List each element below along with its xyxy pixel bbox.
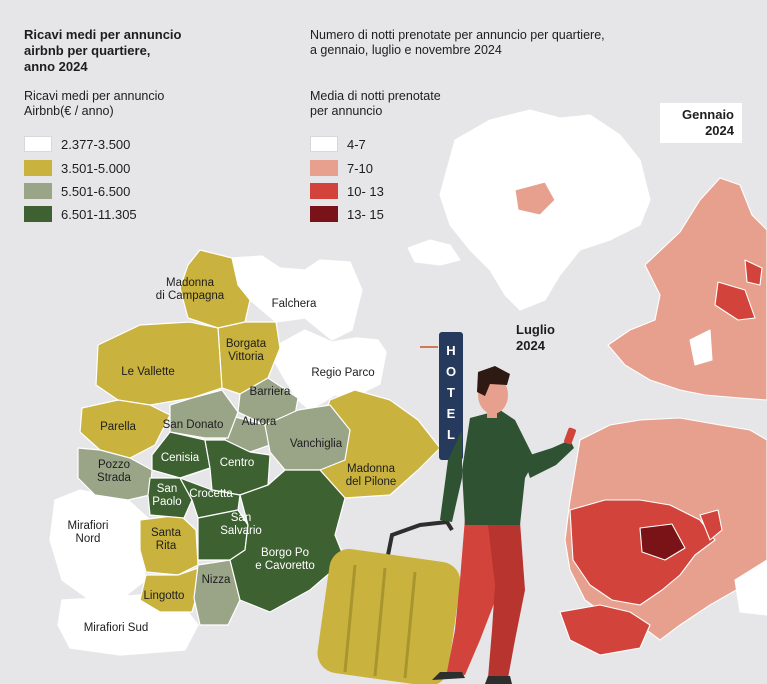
legend-swatch [310,206,338,222]
district-label: Barriera [249,386,291,398]
left-legend-item: 6.501-11.305 [24,205,137,223]
district-label: Lingotto [143,590,185,602]
person-torso [462,410,535,525]
nights-maps [407,109,767,656]
district-label: Le Vallette [121,366,175,378]
legend-swatch [310,136,338,152]
legend-swatch [24,206,52,222]
legend-swatch [24,160,52,176]
map-top-highlight [514,181,556,216]
legend-swatch [310,183,338,199]
district-parella [79,399,171,459]
legend-label: 6.501-11.305 [61,206,137,222]
legend-label: 4-7 [347,136,366,152]
district-label: Parella [100,421,136,433]
map-outline-top-left [407,239,461,266]
district-label: Centro [219,457,255,469]
district-borgo-po [229,469,346,613]
legend-label: 13- 15 [347,206,384,222]
map-label-luglio: Luglio 2024 [516,322,555,353]
district-label: San Salvario [220,512,262,537]
right-legend-item: 10- 13 [310,182,384,200]
phone [564,427,576,445]
map-luglio-white [734,559,767,616]
district-label: Mirafiori Sud [83,622,149,634]
person-hair [477,366,510,396]
legend-label: 3.501-5.000 [61,160,131,176]
district-label: Pozzo Strada [97,459,131,484]
legend-label: 2.377-3.500 [61,136,131,152]
suitcase-handle [383,519,454,571]
left-legend-item: 5.501-6.500 [24,182,130,200]
district-le-vallette [95,321,223,406]
district-label: San Donato [162,419,224,431]
left-panel-title: Ricavi medi per annuncio airbnb per quar… [24,27,182,74]
map-luglio-darkred [639,523,686,561]
map-luglio-red-2 [699,509,723,541]
map-gennaio [607,177,767,401]
right-legend-title: Media di notti prenotate per annuncio [310,89,441,118]
district-label: Borgata Vittoria [225,338,267,363]
district-label: Madonna di Campagna [155,277,225,302]
district-label: Madonna del Pilone [345,463,397,488]
right-panel-title: Numero di notti prenotate per annuncio p… [310,28,605,57]
left-legend-item: 3.501-5.000 [24,159,130,177]
district-label: Vanchiglia [289,438,343,450]
district-falchera [231,255,363,341]
left-legend-title: Ricavi medi per annuncio Airbnb(€ / anno… [24,89,165,118]
district-label: Aurora [241,416,277,428]
person-arm-left [440,430,462,522]
district-label: Santa Rita [150,527,182,552]
district-label: Regio Parco [311,367,375,379]
district-label: Crocetta [189,488,233,500]
legend-label: 5.501-6.500 [61,183,131,199]
map-gennaio-red [714,281,756,321]
person-right-leg [488,522,525,678]
map-gennaio-red-2 [744,259,763,286]
legend-label: 10- 13 [347,183,384,199]
right-legend-item: 7-10 [310,159,373,177]
legend-label: 7-10 [347,160,374,176]
left-legend-item: 2.377-3.500 [24,135,130,153]
district-label: Nizza [201,574,231,586]
hotel-sign [439,332,463,460]
district-label: Borgo Po e Cavoretto [255,547,315,572]
person-arm-right [515,430,574,478]
map-luglio-south [559,604,651,656]
right-legend-item: 4-7 [310,135,366,153]
district-vanchiglia [264,404,351,471]
district-label: Cenisia [160,452,200,464]
map-label-gennaio: Gennaio 2024 [660,103,742,143]
map-gennaio-white [689,329,713,366]
district-label: Falchera [271,298,317,310]
district-label: San Paolo [152,483,182,508]
district-lingotto [139,567,199,613]
legend-swatch [310,160,338,176]
suitcase [317,549,461,684]
legend-swatch [24,183,52,199]
district-label: Mirafiori Nord [67,520,109,545]
legend-swatch [24,136,52,152]
right-legend-item: 13- 15 [310,205,384,223]
revenue-map [49,249,441,656]
